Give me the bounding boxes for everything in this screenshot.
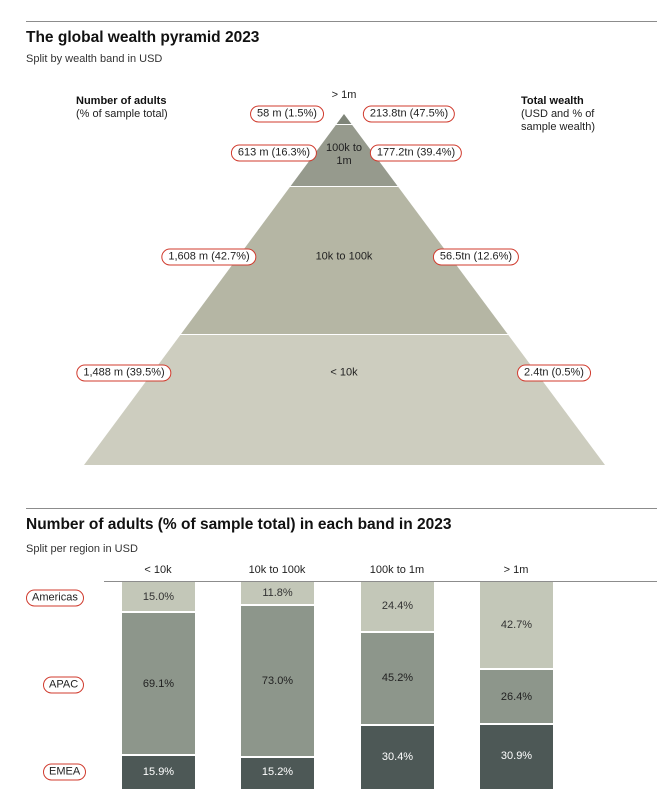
right-header-sub-2: sample wealth)	[521, 121, 595, 133]
region-pill-emea: EMEA	[43, 763, 87, 781]
bars-subtitle: Split per region in USD	[26, 543, 138, 555]
right-header-title: Total wealth	[521, 95, 584, 107]
wealth-pill-over-1m: 213.8tn (47.5%)	[362, 105, 456, 123]
adults-pill-100k-1m: 613 m (16.3%)	[230, 144, 318, 162]
column-head-rule	[104, 581, 657, 582]
left-header-title: Number of adults	[76, 95, 167, 107]
bar-label-emea-3: 30.9%	[500, 750, 533, 763]
pyramid-title: The global wealth pyramid 2023	[26, 29, 260, 46]
bar-segment-americas-1	[241, 582, 314, 605]
region-pill-apac: APAC	[43, 676, 85, 694]
bar-label-apac-0: 69.1%	[142, 677, 175, 690]
bar-label-americas-3: 42.7%	[500, 619, 533, 632]
top-rule	[26, 21, 657, 22]
bar-label-apac-3: 26.4%	[500, 690, 533, 703]
bar-segment-apac-1	[241, 606, 314, 756]
adults-pill-10k-100k: 1,608 m (42.7%)	[161, 248, 257, 266]
pyramid-band-100k-1m	[290, 125, 398, 186]
left-header: Number of adults (% of sample total)	[76, 95, 168, 121]
pyramid-band-10k-100k	[181, 187, 508, 334]
bar-segment-apac-2	[361, 632, 434, 725]
band-label-under-10k: < 10k	[330, 366, 358, 379]
bar-label-americas-1: 11.8%	[262, 587, 293, 600]
bar-label-americas-2: 24.4%	[381, 600, 414, 613]
wealth-pill-10k-100k: 56.5tn (12.6%)	[432, 248, 520, 266]
bar-label-apac-1: 73.0%	[261, 674, 294, 687]
wealth-pill-under-10k: 2.4tn (0.5%)	[517, 364, 591, 382]
wealth-pill-100k-1m: 177.2tn (39.4%)	[369, 144, 463, 162]
bars-title: Number of adults (% of sample total) in …	[26, 516, 452, 533]
pyramid-subtitle: Split by wealth band in USD	[26, 53, 163, 65]
column-head-100k-1m: 100k to 1m	[369, 564, 425, 576]
pyramid-band-over-1m	[336, 114, 352, 124]
bar-label-emea-0: 15.9%	[142, 765, 175, 778]
top-band-label: > 1m	[331, 89, 357, 101]
bar-segment-emea-0	[122, 756, 195, 789]
bar-label-emea-2: 30.4%	[381, 750, 414, 763]
bar-segment-emea-2	[361, 726, 434, 789]
right-header-sub-1: (USD and % of	[521, 108, 595, 120]
right-header: Total wealth (USD and % of sample wealth…	[521, 95, 595, 134]
bar-segment-emea-1	[241, 757, 314, 789]
adults-pill-over-1m: 58 m (1.5%)	[250, 105, 324, 123]
bar-segment-apac-3	[480, 670, 553, 724]
column-head-under-10k: < 10k	[144, 564, 172, 576]
region-pill-americas: Americas	[26, 589, 84, 607]
bar-segment-americas-3	[480, 582, 553, 669]
bar-label-apac-2: 45.2%	[381, 672, 414, 685]
band-label-10k-100k: 10k to 100k	[315, 250, 373, 263]
bar-segment-americas-0	[122, 582, 195, 612]
bottom-rule	[26, 508, 657, 509]
adults-pill-under-10k: 1,488 m (39.5%)	[76, 364, 172, 382]
left-header-sub: (% of sample total)	[76, 108, 168, 120]
pyramid-band-under-10k	[84, 335, 605, 465]
band-label-100k-1m: 100k to 1m	[325, 142, 363, 167]
column-head-10k-100k: 10k to 100k	[248, 564, 306, 576]
bar-label-americas-0: 15.0%	[142, 590, 175, 603]
bar-segment-emea-3	[480, 725, 553, 789]
bar-segment-apac-0	[122, 613, 195, 755]
column-head-over-1m: > 1m	[503, 564, 529, 576]
bar-segment-americas-2	[361, 582, 434, 631]
bar-label-emea-1: 15.2%	[261, 766, 294, 779]
